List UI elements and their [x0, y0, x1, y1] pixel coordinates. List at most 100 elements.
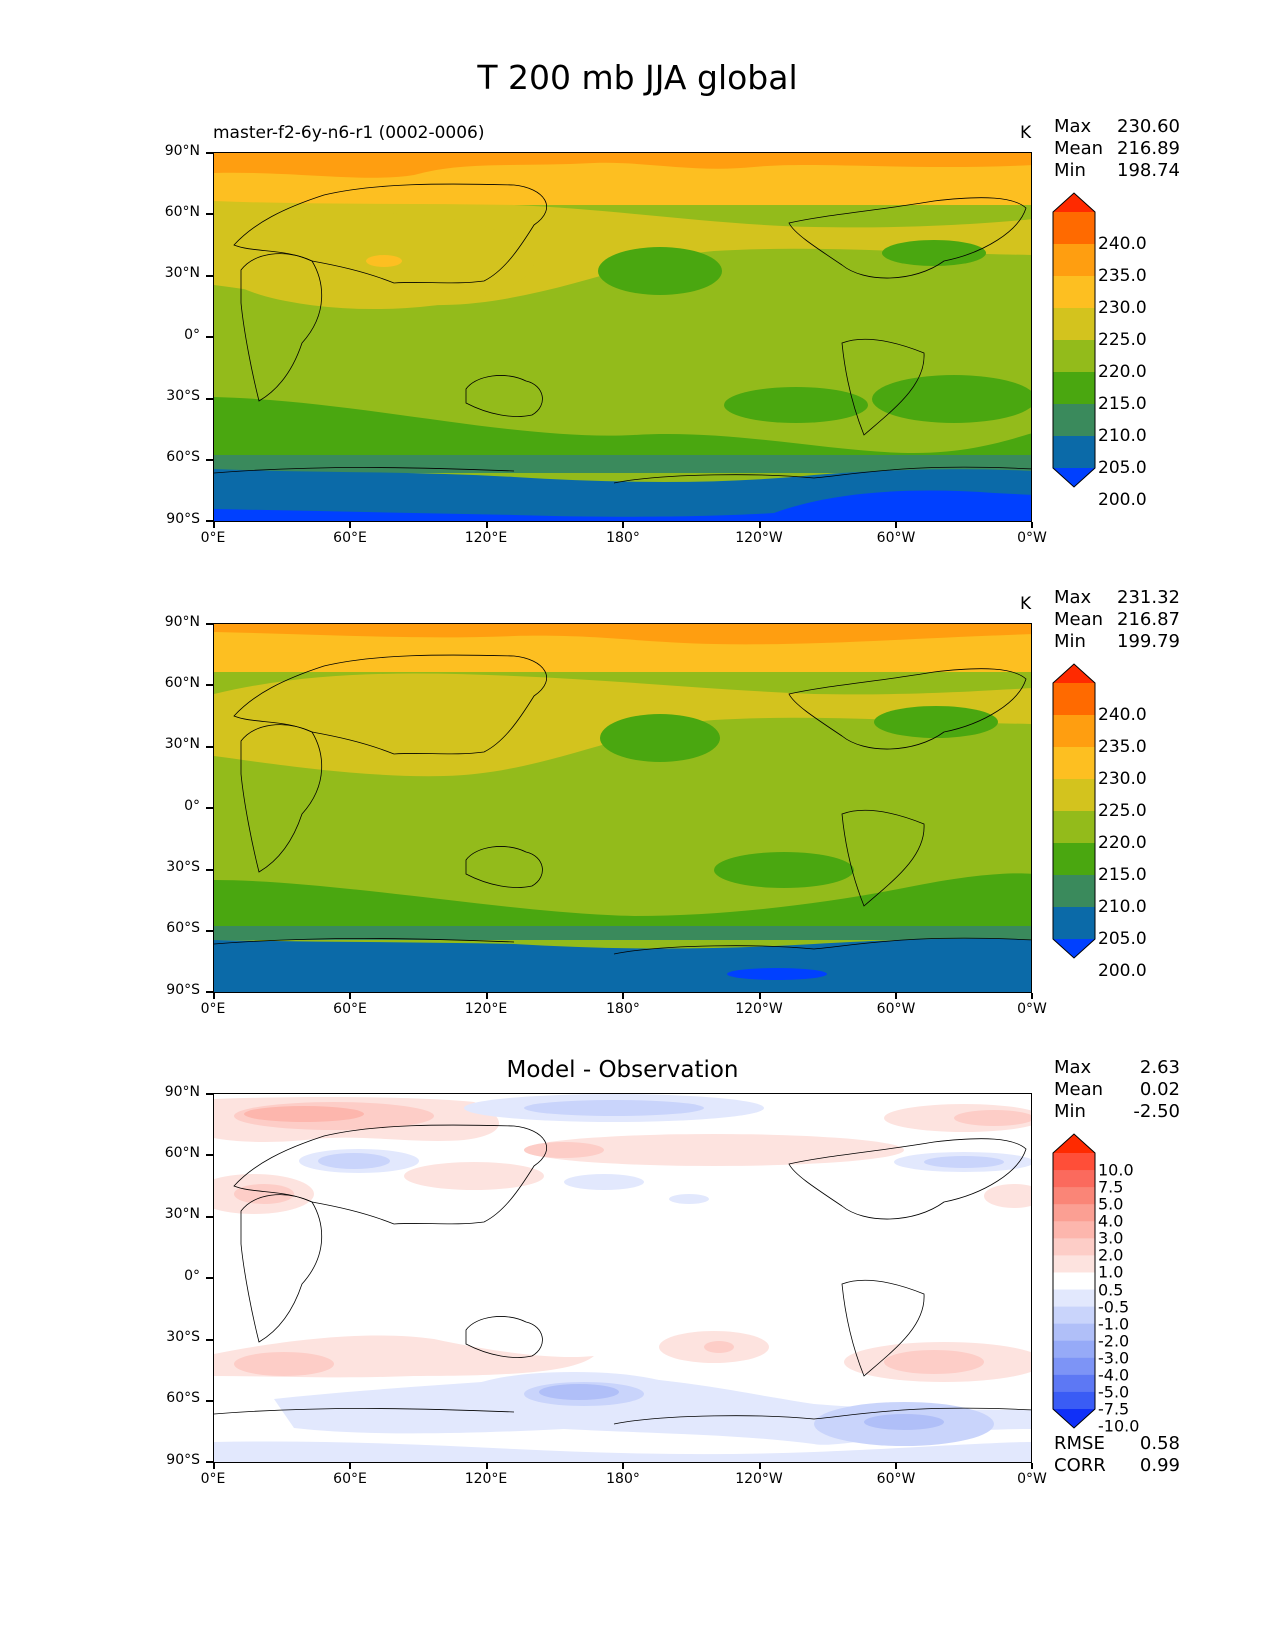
- lat-tick-label: 60°N: [164, 204, 200, 220]
- colorbar-segment: [1053, 1204, 1095, 1222]
- lon-tick-mark: [349, 993, 351, 999]
- lat-tick-mark: [206, 398, 213, 400]
- colorbar-segment: [1053, 907, 1095, 940]
- lon-tick-label: 120°W: [735, 1471, 783, 1487]
- colorbar-tick-label: 210.0: [1098, 426, 1147, 446]
- stat-max-label: Max: [1054, 116, 1092, 137]
- lon-tick-label: 60°E: [333, 1001, 367, 1017]
- lon-tick-mark: [213, 993, 215, 999]
- colorbar-segment: [1053, 1255, 1095, 1273]
- lat-tick-label: 30°S: [166, 388, 200, 404]
- lon-tick-label: 0°E: [200, 530, 226, 546]
- colorbar-tick-label: 215.0: [1098, 865, 1147, 885]
- lat-tick-mark: [206, 459, 213, 461]
- stat-max-value: 230.60: [1117, 116, 1180, 137]
- figure-title: T 200 mb JJA global: [477, 58, 798, 97]
- colorbar: [1052, 192, 1096, 488]
- colorbar-segment: [1053, 1357, 1095, 1376]
- lon-tick-mark: [622, 1463, 624, 1469]
- stat-max-value: 2.63: [1139, 1057, 1180, 1078]
- lon-tick-label: 60°W: [876, 530, 916, 546]
- lon-tick-mark: [486, 1463, 488, 1469]
- lat-tick-mark: [206, 1216, 213, 1218]
- observation-panel: K Max 231.32 Mean 216.87 Min 199.79: [0, 587, 1275, 1093]
- map-plot-area: [213, 1093, 1032, 1463]
- colorbar-segment: [1053, 1409, 1095, 1428]
- lon-tick-label: 0°E: [200, 1001, 226, 1017]
- colorbar-tick-label: 210.0: [1098, 897, 1147, 917]
- colorbar-tick-label: 220.0: [1098, 362, 1147, 382]
- lon-tick-label: 120°W: [735, 530, 783, 546]
- colorbar-segment: [1053, 1272, 1095, 1291]
- lat-tick-label: 30°N: [164, 265, 200, 281]
- colorbar-tick-label: -0.5: [1098, 1297, 1130, 1317]
- colorbar-segment: [1053, 1391, 1095, 1410]
- lat-tick-mark: [206, 1154, 213, 1156]
- colorbar-segment: [1053, 436, 1095, 469]
- colorbar-segment: [1053, 779, 1095, 812]
- stat-min-label: Min: [1054, 160, 1086, 181]
- colorbar-tick-label: -5.0: [1098, 1382, 1130, 1402]
- stat-mean-label: Mean: [1054, 138, 1104, 159]
- lat-tick-label: 90°N: [164, 614, 200, 630]
- stat-mean-label: Mean: [1054, 1079, 1104, 1100]
- lon-tick-label: 0°E: [200, 1471, 226, 1487]
- colorbar-segment: [1053, 1153, 1095, 1171]
- lon-tick-mark: [895, 1463, 897, 1469]
- colorbar-segment: [1053, 372, 1095, 405]
- lat-tick-label: 30°S: [166, 859, 200, 875]
- lat-tick-label: 0°: [184, 798, 200, 814]
- colorbar-tick-label: 240.0: [1098, 234, 1147, 254]
- colorbar-segment: [1053, 843, 1095, 876]
- lon-tick-mark: [349, 1463, 351, 1469]
- lon-tick-mark: [349, 522, 351, 528]
- colorbar-tick-label: 225.0: [1098, 801, 1147, 821]
- lat-tick-label: 90°S: [166, 982, 200, 998]
- lon-tick-mark: [622, 993, 624, 999]
- stat-min-label: Min: [1054, 1101, 1086, 1122]
- lat-tick-label: 30°S: [166, 1329, 200, 1345]
- colorbar-segment: [1053, 939, 1095, 958]
- lon-tick-label: 60°E: [333, 530, 367, 546]
- lat-tick-mark: [206, 1461, 213, 1463]
- skill-stats: RMSE 0.58 CORR 0.99: [1054, 1433, 1180, 1477]
- panel-subtitle: master-f2-6y-n6-r1 (0002-0006): [213, 123, 485, 143]
- lon-tick-label: 180°: [606, 530, 640, 546]
- colorbar-tick-label: 225.0: [1098, 330, 1147, 350]
- lon-tick-mark: [486, 522, 488, 528]
- colorbar-tick-label: 215.0: [1098, 394, 1147, 414]
- difference-panel: Model - Observation Max 2.63 Mean 0.02 Min…: [0, 1057, 1275, 1563]
- map-plot-area: [213, 152, 1032, 522]
- colorbar: [1052, 1133, 1096, 1429]
- colorbar-tick-label: 235.0: [1098, 266, 1147, 286]
- lat-tick-label: 90°S: [166, 511, 200, 527]
- colorbar-tick-label: -10.0: [1098, 1416, 1140, 1436]
- lon-tick-label: 0°W: [1017, 1001, 1047, 1017]
- lon-tick-label: 120°E: [464, 530, 508, 546]
- colorbar-segment: [1053, 468, 1095, 487]
- rmse-value: 0.58: [1139, 1433, 1180, 1454]
- corr-value: 0.99: [1139, 1455, 1180, 1476]
- colorbar-segment: [1053, 1289, 1095, 1308]
- lat-tick-label: 30°N: [164, 736, 200, 752]
- lon-tick-mark: [1031, 1463, 1033, 1469]
- colorbar-tick-label: 5.0: [1098, 1194, 1124, 1214]
- lat-tick-mark: [206, 520, 213, 522]
- colorbar-tick-label: -4.0: [1098, 1365, 1130, 1385]
- lat-tick-label: 90°N: [164, 143, 200, 159]
- colorbar-segment: [1053, 193, 1095, 212]
- stat-max-label: Max: [1054, 587, 1092, 608]
- lat-tick-label: 60°N: [164, 1145, 200, 1161]
- colorbar-tick-label: 4.0: [1098, 1211, 1124, 1231]
- lon-tick-label: 120°W: [735, 1001, 783, 1017]
- colorbar-segment: [1053, 340, 1095, 373]
- colorbar-segment: [1053, 715, 1095, 748]
- colorbar-segment: [1053, 212, 1095, 245]
- colorbar-tick-label: 240.0: [1098, 705, 1147, 725]
- colorbar-segment: [1053, 1340, 1095, 1359]
- colorbar-tick-label: -1.0: [1098, 1314, 1130, 1334]
- stats-box: Max 2.63 Mean 0.02 Min -2.50: [1054, 1057, 1180, 1123]
- lon-tick-mark: [1031, 993, 1033, 999]
- stat-min-value: 198.74: [1117, 160, 1180, 181]
- colorbar-segment: [1053, 276, 1095, 309]
